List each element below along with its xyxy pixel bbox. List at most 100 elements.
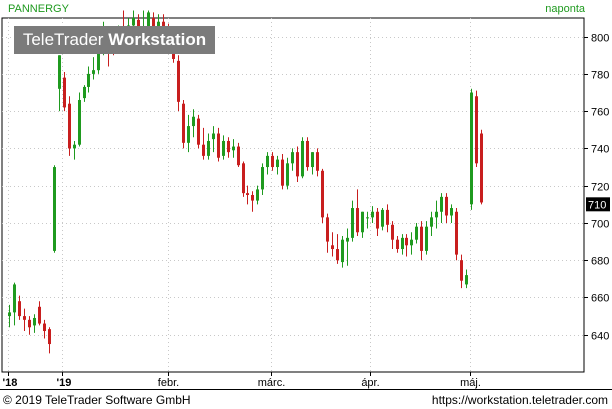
plot-frame — [1, 17, 585, 373]
candle-body — [13, 284, 16, 313]
candle-body — [311, 152, 314, 168]
candle-body — [28, 319, 31, 328]
candle-body — [38, 306, 41, 324]
ticker-label: PANNERGY — [8, 3, 69, 15]
candle-body — [222, 140, 225, 156]
candle-body — [276, 159, 279, 168]
candle-body — [73, 144, 76, 149]
candle-body — [420, 226, 423, 251]
candle-body — [346, 237, 349, 242]
candle-body — [23, 316, 26, 320]
candle-body — [97, 45, 100, 71]
watermark-logo: TeleTrader Workstation — [14, 26, 215, 54]
candle-body — [341, 239, 344, 263]
candle-body — [326, 217, 329, 242]
y-tick-label: 780 — [591, 70, 609, 82]
candle-body — [480, 133, 483, 203]
y-tick-label: 660 — [591, 293, 609, 305]
candle-body — [227, 140, 230, 153]
y-tick-label: 760 — [591, 107, 609, 119]
candle-body — [336, 249, 339, 261]
candle-body — [202, 144, 205, 156]
x-tick-label: márc. — [258, 377, 286, 389]
candle-body — [92, 70, 95, 74]
candle-body — [232, 146, 235, 151]
candle-body — [410, 239, 413, 246]
candle-body — [43, 323, 46, 332]
candle-body — [217, 133, 220, 158]
candle-body — [246, 193, 249, 195]
candle-body — [48, 329, 51, 345]
watermark-part2: Workstation — [108, 30, 207, 49]
candle-body — [18, 301, 21, 317]
candle-body — [371, 211, 374, 218]
candle-body — [401, 237, 404, 250]
candle-body — [321, 170, 324, 218]
candle-body — [361, 211, 364, 233]
candle-body — [78, 99, 81, 145]
candle-body — [306, 140, 309, 168]
candle-body — [237, 146, 240, 166]
candle-body — [212, 133, 215, 140]
candle-body — [256, 189, 259, 201]
candle-body — [366, 217, 369, 219]
candle-body — [430, 217, 433, 227]
candle-body — [301, 140, 304, 177]
y-tick-label: 740 — [591, 144, 609, 156]
y-tick-label: 640 — [591, 331, 609, 343]
candle-body — [261, 167, 264, 190]
candle-body — [68, 103, 71, 149]
candle-body — [177, 60, 180, 102]
candle-body — [58, 55, 61, 89]
candle-body — [440, 196, 443, 212]
candle-body — [415, 226, 418, 240]
candle-body — [396, 239, 399, 250]
period-label[interactable]: naponta — [545, 3, 585, 15]
candle-body — [251, 195, 254, 201]
candle-body — [445, 196, 448, 216]
candle-body — [157, 21, 160, 28]
candle-body — [470, 92, 473, 205]
watermark-part1: TeleTrader — [22, 30, 104, 49]
candle-body — [281, 159, 284, 186]
candle-body — [266, 155, 269, 168]
x-tick-label: '19 — [57, 377, 72, 389]
candle-body — [381, 209, 384, 227]
candle-body — [331, 245, 334, 250]
candle-body — [450, 208, 453, 216]
candle-body — [386, 209, 389, 225]
candle-body — [132, 18, 135, 26]
candle-body — [460, 260, 463, 281]
candle-body — [291, 152, 294, 164]
candle-body — [197, 118, 200, 145]
x-tick-label: ápr. — [361, 377, 379, 389]
candle-body — [316, 152, 319, 171]
source-url[interactable]: https://workstation.teletrader.com — [431, 393, 608, 407]
candle-body — [465, 275, 468, 285]
candle-body — [87, 73, 90, 87]
candle-body — [242, 163, 245, 194]
candle-body — [271, 155, 274, 168]
candle-body — [455, 211, 458, 255]
candle-body — [376, 211, 379, 229]
candle-body — [53, 167, 56, 251]
candle-body — [405, 237, 408, 246]
x-tick-label: máj. — [460, 377, 481, 389]
candle-body — [351, 208, 354, 238]
y-tick-label: 720 — [591, 182, 609, 194]
candle-body — [475, 96, 478, 164]
candle-body — [147, 12, 150, 32]
x-tick-label: '18 — [3, 377, 18, 389]
y-tick-label: 800 — [591, 33, 609, 45]
candle-body — [192, 116, 195, 127]
candle-body — [83, 86, 86, 99]
candle-body — [152, 18, 155, 28]
candle-body — [391, 224, 394, 240]
candle-body — [182, 103, 185, 143]
last-value-box — [586, 197, 610, 212]
candle-body — [425, 226, 428, 251]
candle-body — [8, 312, 11, 317]
candle-body — [63, 77, 66, 108]
